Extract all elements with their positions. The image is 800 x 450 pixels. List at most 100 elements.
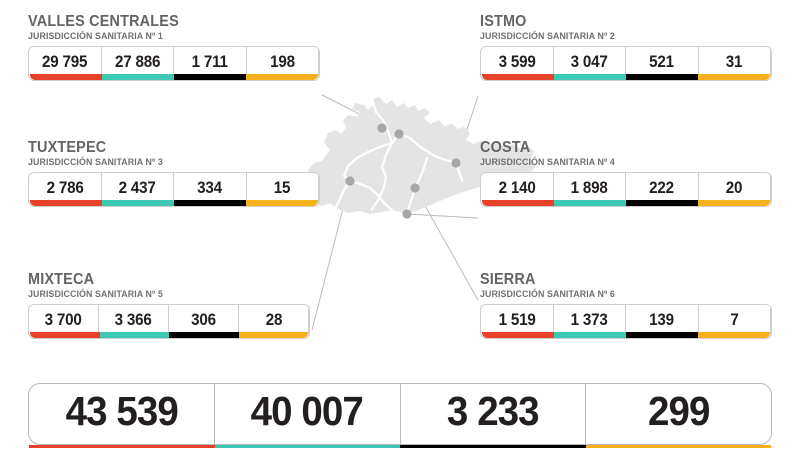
underline-black — [626, 74, 698, 80]
underline-black — [169, 332, 239, 338]
cell-value: 29 795 — [42, 52, 88, 71]
cell-value: 306 — [191, 310, 216, 329]
card-subtitle: JURISDICCIÓN SANITARIA Nº 5 — [28, 289, 163, 299]
card-costa: COSTA JURISDICCIÓN SANITARIA Nº 4 2 140 … — [480, 140, 772, 207]
card-value-bar: 29 795 27 886 1 711 198 — [28, 46, 320, 81]
card-color-underline — [30, 200, 318, 206]
card-color-underline — [482, 200, 770, 206]
cell-activos: 20 — [699, 173, 771, 206]
cell-confirmados: 2 140 — [481, 173, 554, 206]
card-subtitle: JURISDICCIÓN SANITARIA Nº 3 — [28, 157, 163, 167]
total-activos: 299 — [586, 384, 771, 444]
cell-defunciones: 1 711 — [174, 47, 247, 80]
total-value: 3 233 — [446, 388, 540, 434]
card-istmo: ISTMO JURISDICCIÓN SANITARIA Nº 2 3 599 … — [480, 14, 772, 81]
card-subtitle: JURISDICCIÓN SANITARIA Nº 4 — [480, 157, 615, 167]
underline-teal — [102, 74, 174, 80]
cell-value: 31 — [725, 52, 743, 71]
underline-amber — [585, 445, 771, 448]
cell-recuperados: 1 898 — [554, 173, 626, 206]
underline-teal — [102, 200, 174, 206]
dot-mixteca — [345, 176, 355, 186]
card-title: SIERRA — [480, 271, 536, 288]
card-subtitle: JURISDICCIÓN SANITARIA Nº 1 — [28, 31, 163, 41]
cell-value: 28 — [265, 310, 282, 329]
cell-activos: 15 — [247, 173, 319, 206]
card-value-bar: 2 786 2 437 334 15 — [28, 172, 320, 207]
total-recuperados: 40 007 — [215, 384, 401, 444]
cell-confirmados: 3 700 — [29, 305, 99, 338]
card-title: ISTMO — [480, 13, 527, 30]
underline-red — [482, 200, 554, 206]
dot-istmo — [451, 158, 461, 168]
cell-value: 2 786 — [46, 178, 84, 197]
underline-amber — [698, 74, 770, 80]
cell-activos: 198 — [247, 47, 319, 80]
underline-red — [29, 445, 215, 448]
cell-value: 1 898 — [570, 178, 608, 197]
dot-tuxtepec — [377, 123, 387, 133]
cell-defunciones: 306 — [169, 305, 239, 338]
cell-value: 20 — [725, 178, 743, 197]
cell-defunciones: 222 — [626, 173, 699, 206]
card-color-underline — [30, 74, 318, 80]
underline-black — [400, 445, 586, 448]
underline-amber — [246, 74, 318, 80]
card-title: COSTA — [480, 139, 531, 156]
underline-black — [626, 332, 698, 338]
underline-teal — [554, 332, 626, 338]
card-color-underline — [482, 332, 770, 338]
cell-value: 521 — [649, 52, 675, 71]
total-defunciones: 3 233 — [401, 384, 587, 444]
cell-value: 1 519 — [498, 310, 536, 329]
card-color-underline — [482, 74, 770, 80]
state-totals-bar: 43 539 40 007 3 233 299 — [28, 383, 772, 445]
dot-sierra — [410, 183, 420, 193]
map-silhouette — [300, 97, 536, 216]
cell-value: 198 — [269, 52, 295, 71]
underline-amber — [698, 200, 770, 206]
cell-defunciones: 139 — [626, 305, 699, 338]
cell-value: 334 — [197, 178, 223, 197]
cell-confirmados: 1 519 — [481, 305, 554, 338]
cell-defunciones: 334 — [174, 173, 247, 206]
cell-value: 2 140 — [498, 178, 536, 197]
underline-red — [482, 74, 554, 80]
card-value-bar: 2 140 1 898 222 20 — [480, 172, 772, 207]
card-subtitle: JURISDICCIÓN SANITARIA Nº 2 — [480, 31, 615, 41]
cell-activos: 31 — [699, 47, 771, 80]
cell-value: 1 373 — [570, 310, 608, 329]
card-value-bar: 1 519 1 373 139 7 — [480, 304, 772, 339]
map-dots — [345, 123, 461, 219]
underline-teal — [554, 200, 626, 206]
cell-value: 1 711 — [191, 52, 228, 71]
underline-red — [30, 74, 102, 80]
cell-value: 222 — [649, 178, 675, 197]
underline-teal — [214, 445, 400, 448]
card-mixteca: MIXTECA JURISDICCIÓN SANITARIA Nº 5 3 70… — [28, 272, 310, 339]
card-tuxtepec: TUXTEPEC JURISDICCIÓN SANITARIA Nº 3 2 7… — [28, 140, 320, 207]
total-value: 299 — [647, 388, 710, 434]
underline-black — [626, 200, 698, 206]
cell-value: 2 437 — [118, 178, 156, 197]
cell-confirmados: 29 795 — [29, 47, 102, 80]
cell-value: 7 — [730, 310, 739, 329]
totals-color-underline — [29, 445, 771, 448]
cell-recuperados: 3 047 — [554, 47, 626, 80]
underline-black — [174, 200, 246, 206]
cell-value: 3 599 — [498, 52, 536, 71]
underline-teal — [99, 332, 169, 338]
card-title: MIXTECA — [28, 271, 95, 288]
cell-confirmados: 3 599 — [481, 47, 554, 80]
cell-value: 3 700 — [44, 310, 83, 329]
cell-recuperados: 27 886 — [102, 47, 174, 80]
underline-red — [30, 332, 100, 338]
underline-black — [174, 74, 246, 80]
dot-costa — [402, 209, 412, 219]
card-title: TUXTEPEC — [28, 139, 107, 156]
cell-value: 15 — [273, 178, 291, 197]
cell-confirmados: 2 786 — [29, 173, 102, 206]
card-value-bar: 3 700 3 366 306 28 — [28, 304, 310, 339]
